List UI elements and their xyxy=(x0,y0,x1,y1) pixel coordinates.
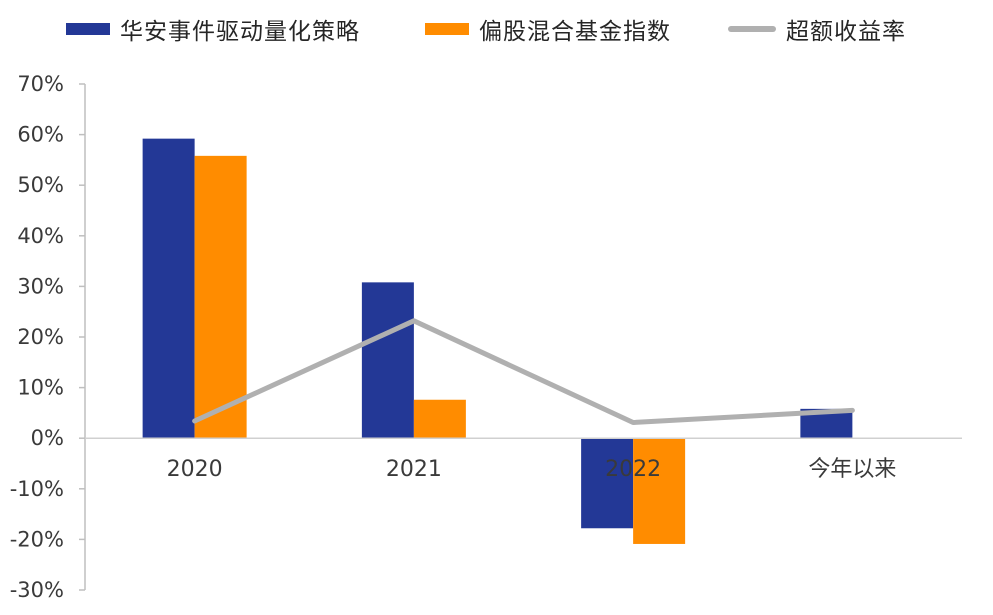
legend-item-excess: 超额收益率 xyxy=(728,12,906,46)
bars xyxy=(142,138,853,544)
y-tick-label: 40% xyxy=(17,224,64,248)
excess-return-line xyxy=(192,318,855,426)
y-tick-label: 10% xyxy=(17,376,64,400)
bar-1-1 xyxy=(413,399,466,439)
legend-item-index: 偏股混合基金指数 xyxy=(425,12,671,46)
category-labels: 2020 2021 2022 今年以来 xyxy=(167,457,897,482)
legend-label-excess: 超额收益率 xyxy=(786,19,906,45)
y-tick-label: -20% xyxy=(10,527,64,551)
y-tick-label: 0% xyxy=(31,426,64,450)
bar-0-0 xyxy=(142,138,195,439)
line-series-path xyxy=(192,318,855,426)
legend-label-index: 偏股混合基金指数 xyxy=(479,19,671,45)
legend-item-huaan: 华安事件驱动量化策略 xyxy=(66,12,360,46)
legend-label-huaan: 华安事件驱动量化策略 xyxy=(120,19,360,45)
bar-1-2 xyxy=(633,438,686,544)
x-tick-label: 今年以来 xyxy=(808,457,896,482)
legend-swatch-index xyxy=(425,23,469,35)
x-tick-label: 2020 xyxy=(167,457,223,482)
x-tick-label: 2021 xyxy=(386,457,442,482)
bar-0-1 xyxy=(361,282,414,439)
y-axis: 70% 60% 50% 40% 30% 20% 10% 0% -10% -20% -30% xyxy=(10,72,86,602)
legend-swatch-huaan xyxy=(66,23,110,35)
y-tick-label: 60% xyxy=(17,123,64,147)
y-tick-label: -30% xyxy=(10,578,64,602)
y-tick-label: 70% xyxy=(17,72,64,96)
x-tick-label: 2022 xyxy=(605,457,661,482)
y-tick-label: 30% xyxy=(17,274,64,298)
y-tick-label: -10% xyxy=(10,477,64,501)
y-tick-label: 20% xyxy=(17,325,64,349)
legend: 华安事件驱动量化策略 偏股混合基金指数 超额收益率 xyxy=(0,12,993,46)
y-tick-label: 50% xyxy=(17,173,64,197)
bar-0-2 xyxy=(581,438,634,529)
legend-line-excess xyxy=(728,26,776,32)
bar-1-0 xyxy=(194,155,247,439)
